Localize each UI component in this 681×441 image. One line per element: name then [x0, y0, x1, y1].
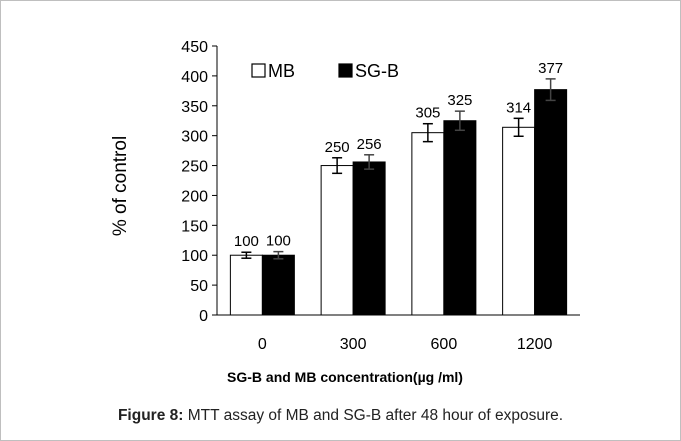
bar-sg-b-0: [261, 254, 295, 316]
legend-label-sg-b: SG-B: [355, 61, 399, 81]
bar-mb-1200: [502, 126, 536, 316]
y-tick-label: 50: [190, 278, 208, 295]
x-tick-label: 300: [340, 336, 367, 353]
bar-chart: 0 50 100 150 200 250 300 350 400 450 100 100 250 256…: [110, 39, 580, 385]
data-label: 305: [415, 105, 440, 122]
y-axis-label: % of control: [110, 136, 131, 236]
bars: 100 100 250 256 305 325 314 377: [229, 60, 568, 316]
bar-mb-300: [320, 165, 354, 316]
x-tick-label: 1200: [517, 336, 553, 353]
y-axis-ticks: 0 50 100 150 200 250 300 350 400 450: [181, 39, 217, 325]
data-label: 250: [325, 139, 350, 156]
x-tick-label: 600: [431, 336, 458, 353]
legend-swatch-mb: [251, 63, 266, 78]
data-label: 256: [357, 136, 382, 153]
data-label: 325: [447, 92, 472, 109]
data-label: 100: [266, 233, 291, 250]
x-axis-label: SG-B and MB concentration(µg /ml): [227, 369, 463, 385]
x-tick-label: 0: [258, 336, 267, 353]
figure-caption: Figure 8: MTT assay of MB and SG-B after…: [0, 407, 681, 425]
legend: MB SG-B: [251, 61, 399, 81]
data-label: 100: [234, 233, 259, 250]
bar-sg-b-300: [352, 161, 386, 316]
bar-sg-b-1200: [534, 89, 568, 316]
caption-prefix: Figure 8:: [117, 407, 184, 424]
y-tick-label: 350: [181, 99, 208, 116]
bar-sg-b-600: [443, 120, 477, 316]
y-tick-label: 0: [199, 308, 208, 325]
data-label: 314: [506, 99, 531, 116]
data-label: 377: [538, 60, 563, 77]
y-tick-label: 150: [181, 218, 208, 235]
y-tick-label: 200: [181, 188, 208, 205]
y-tick-label: 250: [181, 159, 208, 176]
bar-mb-600: [411, 132, 445, 316]
legend-label-mb: MB: [268, 61, 295, 81]
bar-mb-0: [229, 254, 263, 316]
caption-text: MTT assay of MB and SG-B after 48 hour o…: [183, 407, 564, 424]
legend-swatch-sg-b: [338, 63, 353, 78]
y-tick-label: 100: [181, 248, 208, 265]
y-tick-label: 400: [181, 69, 208, 86]
y-tick-label: 450: [181, 39, 208, 56]
x-axis-ticks: 0 300 600 1200: [258, 336, 553, 353]
y-tick-label: 300: [181, 129, 208, 146]
